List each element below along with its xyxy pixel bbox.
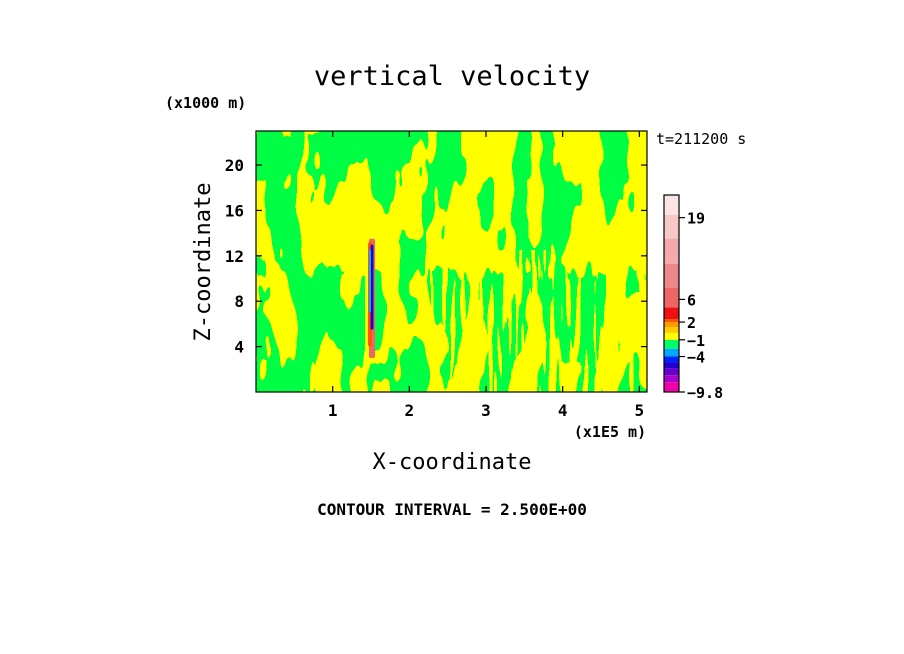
- y-tick-label: 20: [225, 156, 244, 175]
- positive-velocity-stripes: [430, 250, 647, 392]
- chart-title: vertical velocity: [314, 61, 590, 92]
- colorbar-swatch: [664, 368, 679, 376]
- colorbar-swatch: [664, 348, 679, 357]
- colorbar-frame: [663, 194, 680, 393]
- updraft-band: [370, 244, 374, 330]
- colorbar-swatch: [664, 238, 679, 264]
- colorbar-swatch: [664, 214, 679, 239]
- colorbar-swatch: [664, 332, 679, 340]
- x-tick-label: 3: [481, 401, 491, 420]
- colorbar-swatch: [664, 195, 679, 215]
- contour-interval: CONTOUR INTERVAL = 2.500E+00: [317, 500, 587, 519]
- colorbar-swatch: [664, 339, 679, 349]
- x-tick-label: 2: [405, 401, 415, 420]
- colorbar-swatch: [664, 375, 679, 383]
- x-tick-label: 1: [328, 401, 338, 420]
- colorbar-tick-label: 6: [687, 291, 696, 309]
- time-label: t=211200 s: [656, 130, 746, 148]
- y-tick-label: 16: [225, 201, 244, 220]
- y-axis-label: Z-coordinate: [191, 183, 216, 342]
- y-axis: 4 8 12 16 20: [225, 156, 647, 357]
- heatmap-field: [256, 131, 647, 392]
- colorbar-tick-label: 2: [687, 314, 696, 332]
- colorbar-swatch: [664, 319, 679, 323]
- colorbar-swatch: [664, 362, 679, 369]
- updraft-column: [365, 233, 375, 364]
- colorbar-tick-label: 19: [687, 210, 705, 228]
- plot-frame: [255, 130, 648, 393]
- x-tick-label: 4: [558, 401, 568, 420]
- colorbar-swatch: [664, 326, 679, 333]
- colorbar-swatch: [664, 307, 679, 320]
- colorbar-swatch: [664, 382, 679, 392]
- colorbar-swatch: [664, 263, 679, 288]
- colorbar-labels: 19 6 2−1−4 −9.8: [679, 210, 723, 402]
- x-tick-label: 5: [635, 401, 645, 420]
- updraft-band: [369, 249, 371, 313]
- colorbar: [663, 194, 680, 393]
- y-unit-label: (x1000 m): [165, 94, 246, 112]
- y-tick-label: 8: [234, 292, 244, 311]
- x-axis: 1 2 3 4 5: [328, 131, 644, 420]
- colorbar-tick-label: −9.8: [687, 384, 723, 402]
- colorbar-swatch: [664, 322, 679, 327]
- x-unit-label: (x1E5 m): [574, 423, 646, 441]
- colorbar-tick-label: −4: [687, 349, 705, 367]
- colorbar-tick-label: −1: [687, 332, 705, 350]
- x-axis-label: X-coordinate: [373, 450, 532, 475]
- colorbar-swatch: [664, 356, 679, 363]
- y-tick-label: 12: [225, 247, 244, 266]
- y-tick-label: 4: [234, 338, 244, 357]
- colorbar-swatch: [664, 287, 679, 308]
